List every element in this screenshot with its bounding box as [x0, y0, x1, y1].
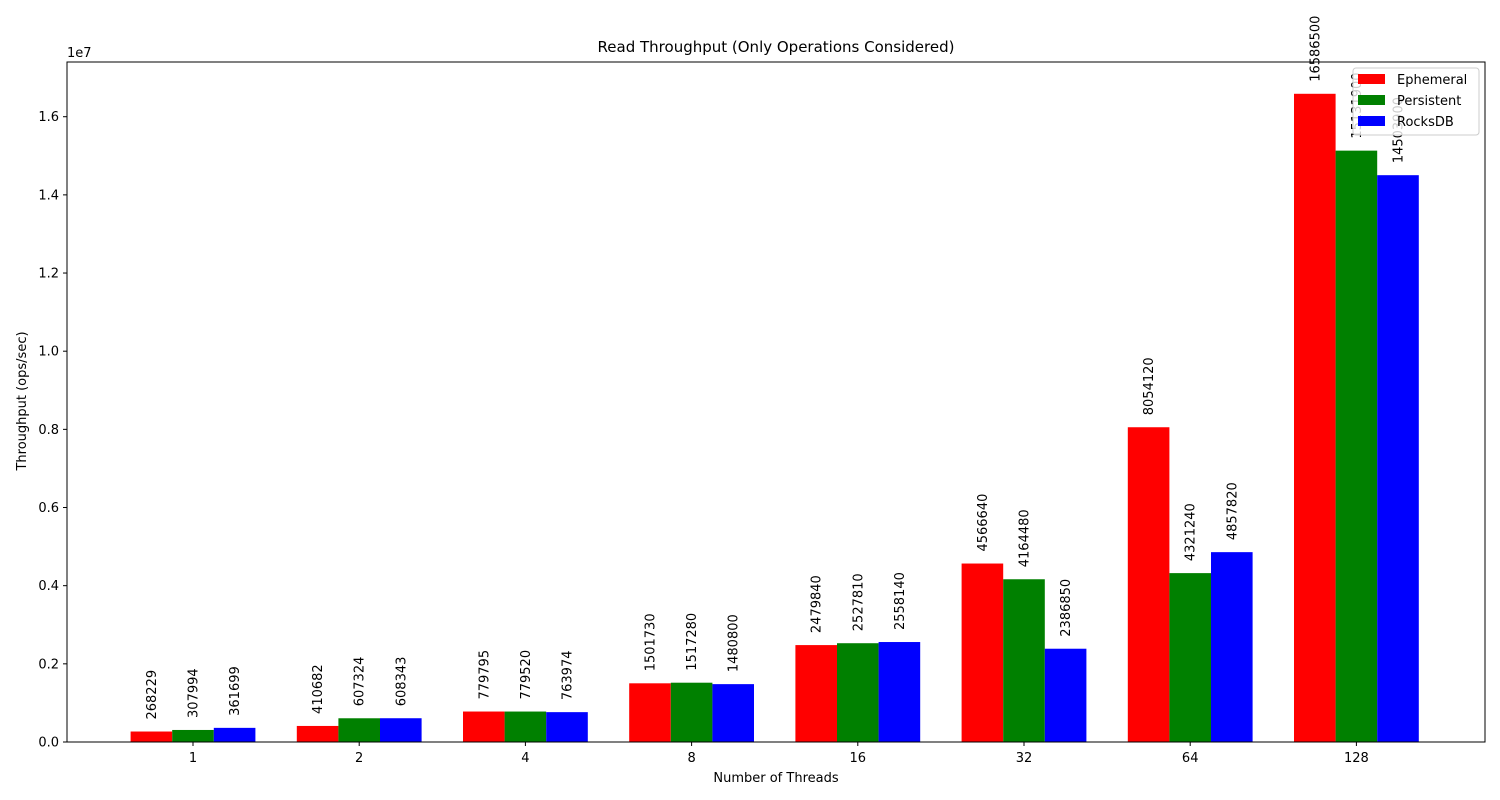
bar-rocksdb-64	[1211, 552, 1253, 742]
legend-label-persistent: Persistent	[1397, 94, 1461, 109]
bar-label-persistent-32: 4164480	[1018, 509, 1033, 567]
bar-label-ephemeral-128: 16586500	[1308, 16, 1323, 82]
y-axis-ticks: 0.0 0.2 0.4 0.6 0.8 1.0 1.2 1.4 1.6	[38, 110, 67, 751]
y-axis-label: Throughput (ops/sec)	[15, 331, 30, 471]
bar-ephemeral-64	[1127, 427, 1170, 742]
plot-frame	[66, 61, 1486, 743]
bar-rocksdb-1	[213, 727, 256, 742]
bar-persistent-64	[1169, 573, 1211, 742]
bar-label-persistent-1: 307994	[187, 668, 202, 718]
y-tick-label: 0.0	[38, 736, 59, 751]
y-tick-label: 1.4	[38, 188, 59, 203]
bar-label-persistent-16: 2527810	[851, 573, 866, 631]
bar-persistent-1	[172, 729, 214, 742]
bar-label-ephemeral-1: 268229	[145, 670, 160, 720]
bar-rocksdb-128	[1377, 175, 1419, 742]
y-tick-label: 0.2	[38, 657, 59, 672]
bar-persistent-128	[1335, 150, 1378, 742]
bar-label-ephemeral-4: 779795	[477, 650, 492, 700]
x-axis-label: Number of Threads	[713, 771, 838, 786]
bar-label-rocksdb-16: 2558140	[893, 572, 908, 630]
bar-persistent-32	[1003, 579, 1045, 742]
bar-label-persistent-2: 607324	[353, 657, 368, 707]
bar-label-rocksdb-2: 608343	[394, 657, 409, 707]
x-tick-label: 2	[355, 751, 363, 766]
bar-label-ephemeral-8: 1501730	[644, 613, 659, 671]
y-tick-label: 0.4	[38, 579, 59, 594]
bars-layer	[130, 93, 1419, 743]
bar-label-persistent-64: 4321240	[1184, 503, 1199, 561]
y-tick-label: 0.8	[38, 423, 59, 438]
y-axis-scale-label: 1e7	[67, 46, 92, 61]
x-tick-label: 64	[1182, 751, 1199, 766]
bar-persistent-16	[837, 643, 879, 742]
bar-ephemeral-2	[296, 725, 339, 742]
bar-ephemeral-8	[629, 683, 671, 742]
bar-label-rocksdb-4: 763974	[561, 650, 576, 700]
y-tick-label: 0.6	[38, 501, 59, 516]
bar-label-persistent-4: 779520	[519, 650, 534, 700]
legend-label-ephemeral: Ephemeral	[1397, 73, 1467, 88]
x-tick-label: 4	[521, 751, 529, 766]
bar-label-rocksdb-8: 1480800	[727, 614, 742, 672]
x-tick-label: 128	[1344, 751, 1369, 766]
bar-rocksdb-16	[878, 642, 921, 742]
bar-persistent-4	[504, 711, 547, 742]
y-tick-label: 1.2	[38, 267, 59, 282]
bar-ephemeral-128	[1294, 93, 1336, 743]
x-tick-label: 8	[687, 751, 695, 766]
bar-label-ephemeral-16: 2479840	[810, 575, 825, 633]
bar-ephemeral-4	[463, 711, 505, 742]
bar-ephemeral-16	[795, 645, 837, 742]
bar-label-ephemeral-32: 4566640	[976, 494, 991, 552]
bar-rocksdb-8	[712, 684, 754, 742]
y-tick-label: 1.0	[38, 345, 59, 360]
legend-label-rocksdb: RocksDB	[1397, 115, 1454, 130]
chart-title: Read Throughput (Only Operations Conside…	[598, 38, 955, 56]
bar-persistent-8	[670, 682, 713, 742]
x-axis-ticks: 1 2 4 8 16 32 64 128	[189, 742, 1369, 766]
bar-rocksdb-32	[1044, 648, 1087, 742]
bar-persistent-2	[338, 718, 380, 742]
bar-ephemeral-1	[130, 731, 173, 742]
legend-swatch-ephemeral	[1358, 74, 1385, 84]
bar-label-rocksdb-64: 4857820	[1225, 482, 1240, 540]
bar-label-rocksdb-1: 361699	[228, 666, 243, 716]
bar-ephemeral-32	[961, 563, 1004, 742]
bar-label-persistent-8: 1517280	[685, 613, 700, 671]
x-tick-label: 16	[850, 751, 867, 766]
bar-label-ephemeral-64: 8054120	[1142, 357, 1157, 415]
bar-rocksdb-4	[546, 712, 588, 742]
legend: Ephemeral Persistent RocksDB	[1352, 67, 1480, 136]
bar-label-ephemeral-2: 410682	[311, 664, 326, 714]
legend-swatch-rocksdb	[1358, 116, 1385, 126]
y-tick-label: 1.6	[38, 110, 59, 125]
x-tick-label: 32	[1016, 751, 1033, 766]
bar-label-rocksdb-32: 2386850	[1059, 579, 1074, 637]
x-tick-label: 1	[189, 751, 197, 766]
legend-swatch-persistent	[1358, 95, 1385, 105]
bar-rocksdb-2	[380, 718, 422, 742]
